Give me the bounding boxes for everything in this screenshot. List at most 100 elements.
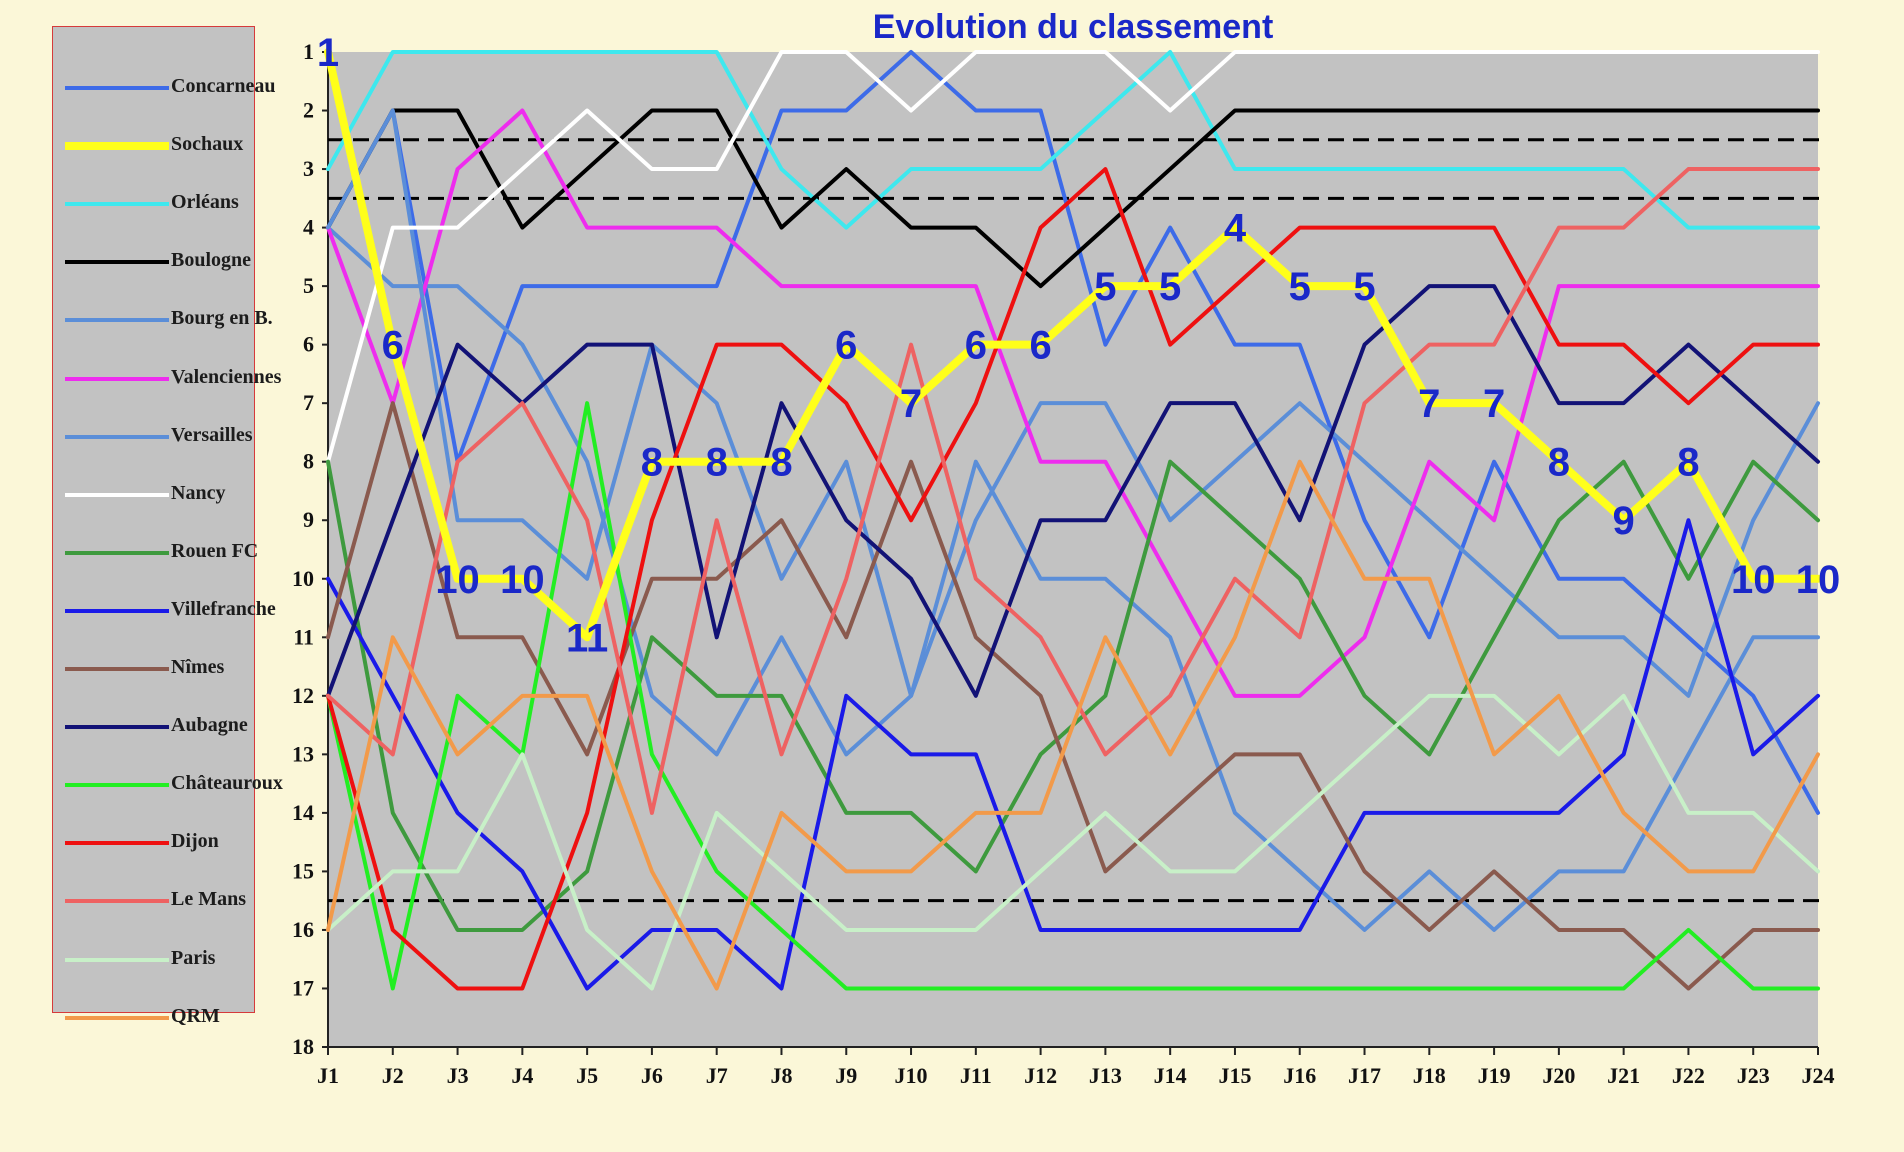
legend-swatch: [65, 86, 169, 90]
legend-item-dijon: Dijon: [53, 827, 256, 857]
legend-swatch: [65, 376, 169, 381]
x-tick-label: J14: [1154, 1063, 1187, 1088]
data-label: 6: [1029, 324, 1051, 368]
series-line-dijon: [326, 167, 1820, 991]
y-tick-label: 15: [292, 858, 314, 883]
data-label: 8: [641, 441, 663, 485]
series-line-orleans: [326, 50, 1820, 230]
legend-swatch: [65, 492, 169, 497]
legend-swatch: [65, 667, 169, 671]
y-tick-label: 13: [292, 741, 314, 766]
legend-swatch: [65, 783, 169, 788]
legend-swatch: [65, 725, 169, 730]
legend: Concarneau Sochaux Orléans Boulogne Bourg en…: [52, 26, 283, 1027]
legend-swatch: [65, 202, 169, 207]
data-label: 8: [1548, 441, 1570, 485]
legend-item-sochaux: Sochaux: [53, 130, 256, 160]
legend-item-villefranche: Villefranche: [53, 595, 276, 625]
y-tick-label: 12: [292, 683, 314, 708]
y-tick-label: 9: [303, 507, 314, 532]
series-line-boulogne: [326, 108, 1820, 289]
x-tick-label: J9: [835, 1063, 857, 1088]
legend-swatch: [65, 434, 169, 439]
legend-item-paris: Paris: [53, 944, 256, 974]
y-tick-label: 17: [292, 975, 314, 1000]
x-tick-label: J5: [576, 1063, 598, 1088]
x-tick-label: J23: [1737, 1063, 1770, 1088]
legend-item-nimes: Nîmes: [53, 653, 256, 683]
x-tick-label: J15: [1218, 1063, 1251, 1088]
x-tick-label: J19: [1478, 1063, 1511, 1088]
legend-swatch: [65, 841, 169, 846]
legend-swatch: [65, 608, 169, 613]
legend-item-boulogne: Boulogne: [53, 246, 256, 276]
legend-item-concarneau: Concarneau: [53, 72, 275, 102]
data-label: 10: [500, 558, 545, 602]
x-tick-label: J7: [706, 1063, 728, 1088]
data-label: 6: [382, 324, 404, 368]
legend-label: Le Mans: [171, 888, 246, 911]
legend-label: Dijon: [171, 830, 219, 853]
legend-label: Orléans: [171, 191, 239, 214]
legend-label: Sochaux: [171, 133, 244, 156]
y-tick-label: 14: [292, 800, 314, 825]
legend-label: Châteauroux: [171, 772, 283, 795]
x-tick-label: J21: [1607, 1063, 1640, 1088]
data-label: 5: [1094, 265, 1116, 309]
legend-item-versailles: Versailles: [53, 421, 256, 451]
data-label: 5: [1159, 265, 1181, 309]
x-tick-label: J17: [1348, 1063, 1381, 1088]
data-label: 5: [1353, 265, 1375, 309]
legend-item-bourg-en-b: Bourg en B.: [53, 304, 273, 334]
legend-label: Concarneau: [171, 75, 276, 97]
series-line-nimes: [326, 401, 1820, 991]
x-tick-label: J3: [447, 1063, 469, 1088]
legend-label: Paris: [171, 946, 216, 969]
x-tick-label: J13: [1089, 1063, 1122, 1088]
data-label: 10: [1796, 558, 1841, 602]
y-tick-label: 6: [303, 332, 314, 357]
data-label: 6: [965, 324, 987, 368]
legend-item-valenciennes: Valenciennes: [53, 363, 281, 393]
legend-swatch: [65, 957, 169, 962]
legend-label: QRM: [171, 1004, 220, 1027]
series-line-aubagne: [326, 284, 1820, 698]
y-tick-label: 2: [303, 98, 314, 123]
x-tick-label: J18: [1413, 1063, 1446, 1088]
data-label: 6: [835, 324, 857, 368]
legend-item-rouen-fc: Rouen FC: [53, 537, 259, 567]
series-line-qrm: [326, 459, 1820, 991]
legend-label: Rouen FC: [171, 539, 259, 562]
data-label: 10: [435, 558, 480, 602]
data-label: 8: [1677, 441, 1699, 485]
series-group: [324, 48, 1822, 991]
series-line-nancy: [326, 50, 1820, 464]
data-label: 11: [566, 616, 608, 660]
legend-item-orleans: Orléans: [53, 188, 256, 218]
data-label: 1: [317, 31, 339, 75]
y-tick-label: 5: [303, 273, 314, 298]
y-tick-label: 10: [292, 566, 314, 591]
x-tick-label: J12: [1024, 1063, 1057, 1088]
legend-label: Bourg en B.: [171, 307, 273, 330]
data-label: 5: [1289, 265, 1311, 309]
legend-swatch: [65, 318, 169, 323]
series-line-le-mans: [326, 167, 1820, 815]
legend-swatch: [65, 899, 169, 904]
x-tick-label: J6: [641, 1063, 663, 1088]
legend-label: Villefranche: [171, 597, 276, 620]
legend-label: Nîmes: [171, 656, 225, 678]
legend-item-nancy: Nancy: [53, 479, 256, 509]
legend-label: Aubagne: [171, 714, 248, 737]
data-label: 7: [1418, 382, 1440, 426]
legend-swatch: [65, 260, 169, 265]
legend-swatch: [65, 550, 169, 555]
x-tick-label: J24: [1802, 1063, 1835, 1088]
data-label: 9: [1613, 499, 1635, 543]
x-tick-label: J11: [960, 1063, 992, 1088]
data-label: 7: [900, 382, 922, 426]
x-tick-label: J4: [511, 1063, 533, 1088]
legend-label: Valenciennes: [171, 365, 282, 388]
